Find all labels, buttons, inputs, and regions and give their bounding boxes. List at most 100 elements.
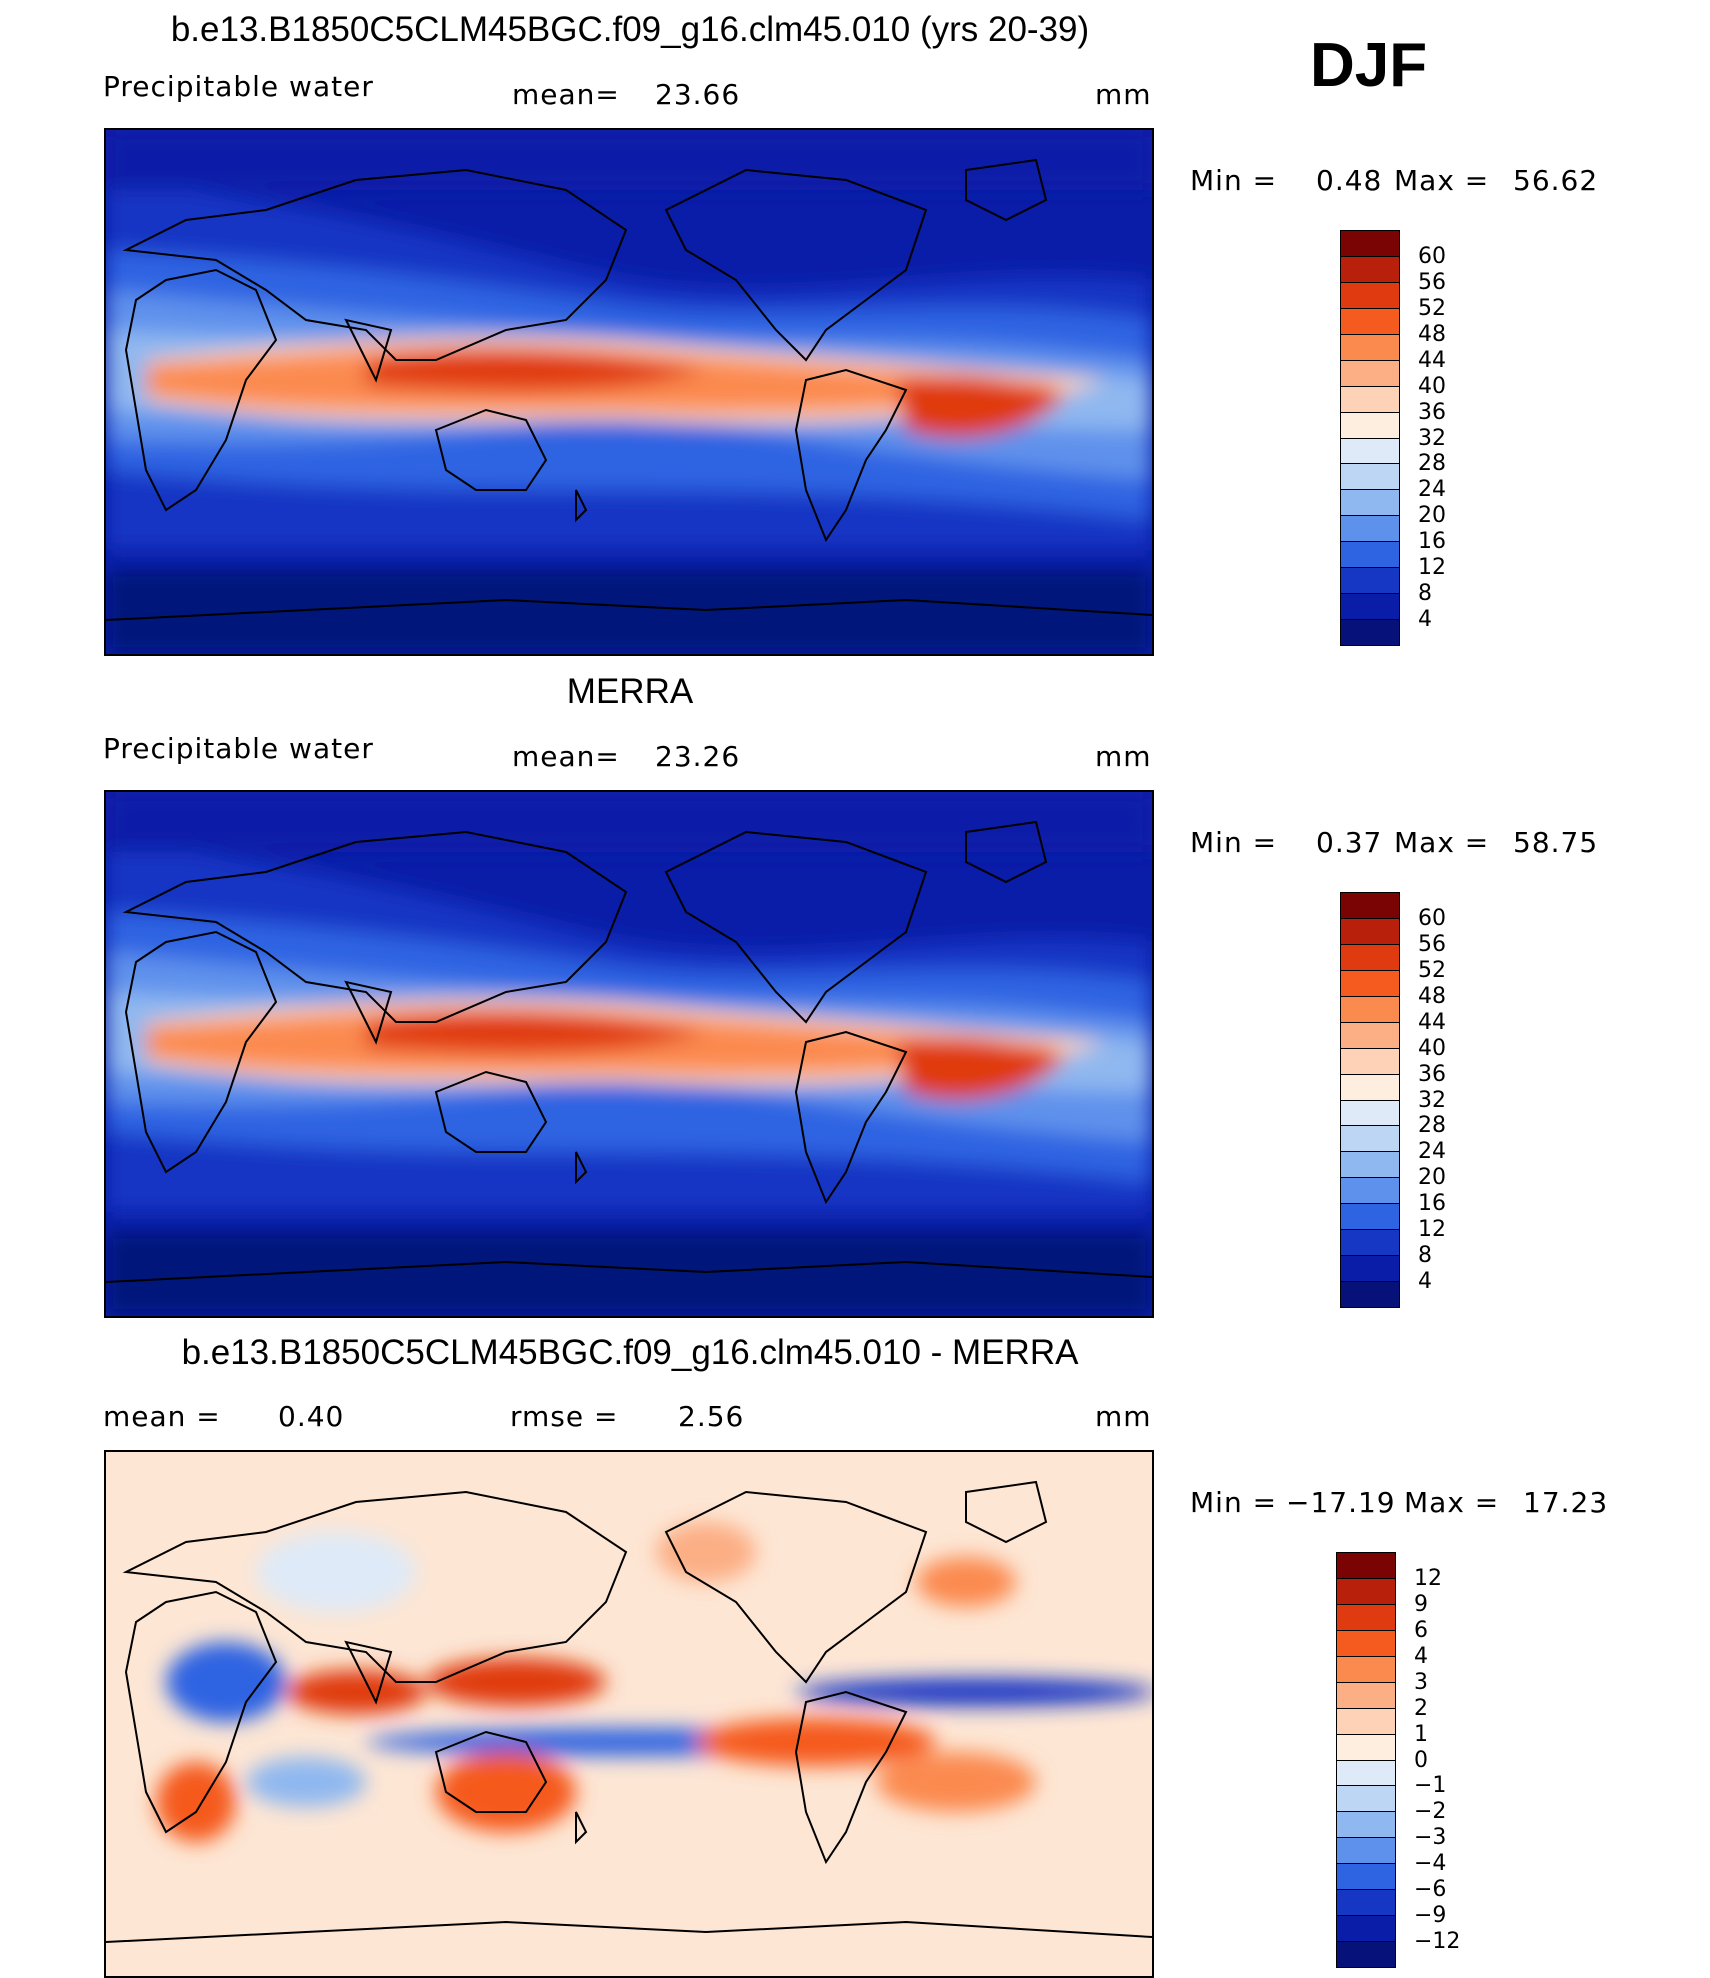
colorbar-swatch bbox=[1340, 385, 1400, 413]
colorbar-swatch bbox=[1340, 943, 1400, 971]
colorbar-tick-label: 2 bbox=[1414, 1695, 1428, 1721]
colorbar-swatch bbox=[1336, 1863, 1396, 1891]
colorbar-tick-label: 0 bbox=[1414, 1747, 1428, 1773]
colorbar-tick-label: 1 bbox=[1414, 1721, 1428, 1747]
colorbar-swatch bbox=[1336, 1889, 1396, 1917]
colorbar-tick-label: −4 bbox=[1414, 1851, 1447, 1877]
panel-1-max-value: 56.62 bbox=[1513, 164, 1599, 197]
panel-3-title: b.e13.B1850C5CLM45BGC.f09_g16.clm45.010 … bbox=[181, 1333, 1079, 1372]
panel-1-mean-value: 23.66 bbox=[655, 78, 741, 111]
colorbar-tick-label: 16 bbox=[1418, 1191, 1446, 1217]
colorbar-swatch bbox=[1340, 307, 1400, 335]
colorbar-tick-label: 48 bbox=[1418, 983, 1446, 1009]
colorbar-swatch bbox=[1340, 359, 1400, 387]
panel-2-map-graphic bbox=[106, 792, 1152, 1316]
colorbar-tick-label: 20 bbox=[1418, 1165, 1446, 1191]
colorbar-tick-label: 24 bbox=[1418, 1139, 1446, 1165]
colorbar-tick-label: −1 bbox=[1414, 1773, 1447, 1799]
panel-3-mean-label: mean = bbox=[103, 1400, 221, 1433]
colorbar-tick-label: 40 bbox=[1418, 1035, 1446, 1061]
colorbar-swatch bbox=[1340, 1255, 1400, 1283]
colorbar-tick-label: 44 bbox=[1418, 1009, 1446, 1035]
colorbar-tick-label: 24 bbox=[1418, 477, 1446, 503]
panel-2-title: MERRA bbox=[566, 672, 694, 711]
colorbar-swatch bbox=[1340, 437, 1400, 465]
panel-2-colorbar: 60 56 52 48 44 40 36 32 28 24 20 16 12 8 4 bbox=[1340, 892, 1520, 1308]
panel-3-map-graphic bbox=[106, 1452, 1152, 1976]
colorbar-swatch bbox=[1336, 1681, 1396, 1709]
colorbar-swatch bbox=[1340, 995, 1400, 1023]
colorbar-swatch bbox=[1336, 1941, 1396, 1968]
panel-1-map-graphic bbox=[106, 130, 1152, 654]
colorbar-tick-label: 20 bbox=[1418, 503, 1446, 529]
colorbar-tick-label: −2 bbox=[1414, 1799, 1447, 1825]
panel-2-map bbox=[104, 790, 1154, 1318]
panel-2-min-label: Min = bbox=[1190, 826, 1278, 859]
colorbar-tick-label: 52 bbox=[1418, 295, 1446, 321]
colorbar-tick-label: 32 bbox=[1418, 1087, 1446, 1113]
panel-1-units: mm bbox=[1095, 78, 1152, 111]
colorbar-swatch bbox=[1336, 1577, 1396, 1605]
panel-1-mean-label: mean= bbox=[512, 78, 620, 111]
colorbar-tick-label: −9 bbox=[1414, 1903, 1447, 1929]
colorbar-swatch bbox=[1340, 333, 1400, 361]
colorbar-tick-label: −3 bbox=[1414, 1825, 1447, 1851]
panel-2-min-value: 0.37 bbox=[1316, 826, 1383, 859]
colorbar-swatch bbox=[1340, 1203, 1400, 1231]
colorbar-swatch bbox=[1340, 1099, 1400, 1127]
colorbar-tick-label: 3 bbox=[1414, 1669, 1428, 1695]
colorbar-swatch bbox=[1340, 917, 1400, 945]
colorbar-swatch bbox=[1336, 1837, 1396, 1865]
colorbar-swatch bbox=[1336, 1759, 1396, 1787]
colorbar-tick-label: 16 bbox=[1418, 529, 1446, 555]
colorbar-tick-label: 28 bbox=[1418, 1113, 1446, 1139]
colorbar-tick-label: 8 bbox=[1418, 581, 1432, 607]
colorbar-tick-label: 52 bbox=[1418, 957, 1446, 983]
colorbar-swatch bbox=[1336, 1655, 1396, 1683]
colorbar-tick-label: 60 bbox=[1418, 243, 1446, 269]
colorbar-swatch bbox=[1340, 1177, 1400, 1205]
colorbar-swatch bbox=[1340, 892, 1400, 919]
panel-2-max-value: 58.75 bbox=[1513, 826, 1599, 859]
panel-1-min-label: Min = bbox=[1190, 164, 1278, 197]
colorbar-swatch bbox=[1340, 1151, 1400, 1179]
colorbar-tick-label: 12 bbox=[1418, 1217, 1446, 1243]
colorbar-tick-label: 32 bbox=[1418, 425, 1446, 451]
panel-1-max-label: Max = bbox=[1394, 164, 1490, 197]
colorbar-swatch bbox=[1340, 1073, 1400, 1101]
colorbar-swatch bbox=[1336, 1603, 1396, 1631]
panel-3-colorbar: 12 9 6 4 3 2 1 0 −1 −2 −3 −4 −6 −9 −12 bbox=[1336, 1552, 1516, 1968]
colorbar-tick-label: 12 bbox=[1414, 1565, 1442, 1591]
panel-2-units: mm bbox=[1095, 740, 1152, 773]
colorbar-tick-label: 40 bbox=[1418, 373, 1446, 399]
colorbar-swatch bbox=[1340, 593, 1400, 621]
panel-3-mean-value: 0.40 bbox=[278, 1400, 345, 1433]
colorbar-swatch bbox=[1340, 1021, 1400, 1049]
panel-3-rmse-value: 2.56 bbox=[678, 1400, 745, 1433]
colorbar-swatch bbox=[1340, 281, 1400, 309]
colorbar-swatch bbox=[1340, 255, 1400, 283]
colorbar-swatch bbox=[1340, 1281, 1400, 1308]
colorbar-swatch bbox=[1340, 230, 1400, 257]
colorbar-swatch bbox=[1340, 489, 1400, 517]
panel-2-max-label: Max = bbox=[1394, 826, 1490, 859]
panel-3-units: mm bbox=[1095, 1400, 1152, 1433]
colorbar-swatch bbox=[1336, 1629, 1396, 1657]
colorbar-tick-label: 36 bbox=[1418, 1061, 1446, 1087]
colorbar-swatch bbox=[1336, 1733, 1396, 1761]
panel-3-min-value: −17.19 bbox=[1286, 1486, 1396, 1519]
panel-2-variable-label: Precipitable water bbox=[103, 732, 374, 765]
panel-1-variable-label: Precipitable water bbox=[103, 70, 374, 103]
colorbar-tick-label: 4 bbox=[1414, 1643, 1428, 1669]
panel-1-colorbar: 60 56 52 48 44 40 36 32 28 24 20 16 12 8 4 bbox=[1340, 230, 1520, 646]
colorbar-tick-label: 28 bbox=[1418, 451, 1446, 477]
colorbar-tick-label: 12 bbox=[1418, 555, 1446, 581]
colorbar-tick-label: 9 bbox=[1414, 1591, 1428, 1617]
colorbar-swatch bbox=[1340, 1229, 1400, 1257]
colorbar-tick-label: −6 bbox=[1414, 1877, 1447, 1903]
colorbar-tick-label: 60 bbox=[1418, 905, 1446, 931]
colorbar-swatch bbox=[1340, 1125, 1400, 1153]
colorbar-tick-label: 44 bbox=[1418, 347, 1446, 373]
colorbar-swatch bbox=[1340, 567, 1400, 595]
panel-3-map bbox=[104, 1450, 1154, 1978]
